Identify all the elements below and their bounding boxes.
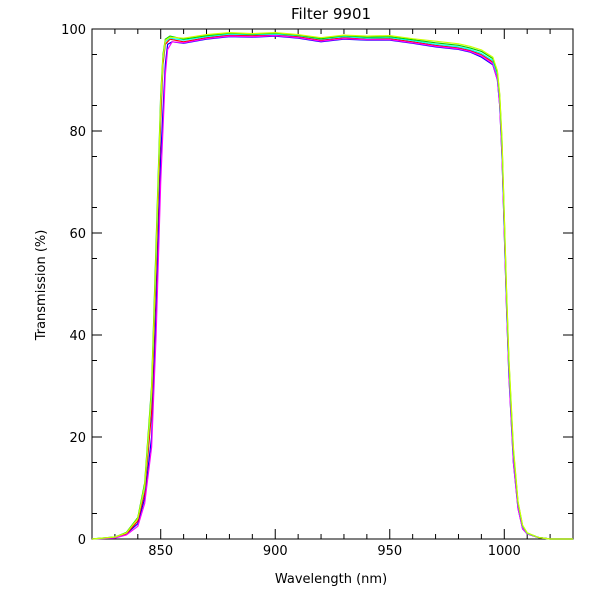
series-line-6 (91, 32, 573, 540)
x-tick-label: 1000 (488, 544, 521, 559)
x-tick-label: 850 (148, 544, 173, 559)
chart-title: Filter 9901 (291, 5, 371, 23)
x-axis-label: Wavelength (nm) (275, 572, 387, 587)
y-axis-label: Transmission (%) (34, 230, 49, 342)
tick-labels: 850 900 950 1000 0 20 40 60 80 100 (61, 23, 521, 559)
y-tick-label: 20 (69, 431, 86, 446)
y-tick-label: 40 (69, 329, 86, 344)
plot-border (91, 28, 574, 540)
y-tick-label: 80 (69, 125, 86, 140)
x-tick-label: 900 (263, 544, 288, 559)
y-tick-label: 100 (61, 23, 86, 38)
x-tick-label: 950 (377, 544, 402, 559)
plot-frame (91, 28, 574, 540)
y-tick-label: 60 (69, 227, 86, 242)
y-tick-label: 0 (78, 533, 86, 548)
series-group (91, 32, 573, 540)
